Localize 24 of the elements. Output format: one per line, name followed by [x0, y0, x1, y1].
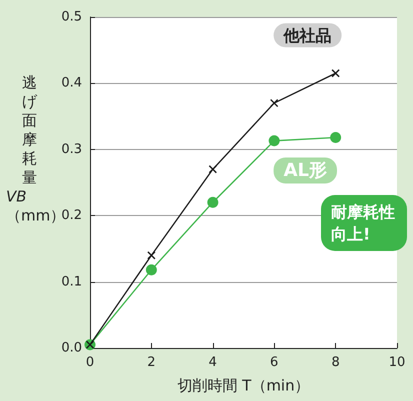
y-tick-label: 0.0 — [61, 340, 82, 356]
point — [207, 196, 218, 208]
point — [146, 264, 157, 276]
x-tick-label: 10 — [388, 355, 406, 370]
y-tick-label: 0.4 — [61, 76, 82, 91]
point — [331, 69, 340, 78]
x-axis-title: 切削時間 T（min） — [177, 376, 310, 394]
x-tick-label: 8 — [331, 355, 340, 370]
point — [330, 132, 342, 143]
y-tick-label: 0.2 — [61, 208, 82, 224]
y-tick-label: 0.5 — [61, 10, 82, 24]
x-tick-label: 0 — [86, 355, 94, 370]
x-tick-label: 2 — [147, 355, 156, 370]
annotation: 耐摩耗性向上! — [331, 202, 395, 244]
point — [147, 251, 156, 260]
point — [268, 135, 280, 146]
x-tick-label: 6 — [270, 355, 278, 370]
x-tick-label: 4 — [208, 355, 217, 370]
point — [270, 98, 278, 108]
y-tick-label: 0.3 — [61, 142, 82, 157]
series-label: 他社品 — [282, 26, 332, 45]
series-label: AL形 — [284, 160, 328, 181]
y-tick-label: 0.1 — [61, 274, 82, 290]
point — [208, 165, 217, 174]
